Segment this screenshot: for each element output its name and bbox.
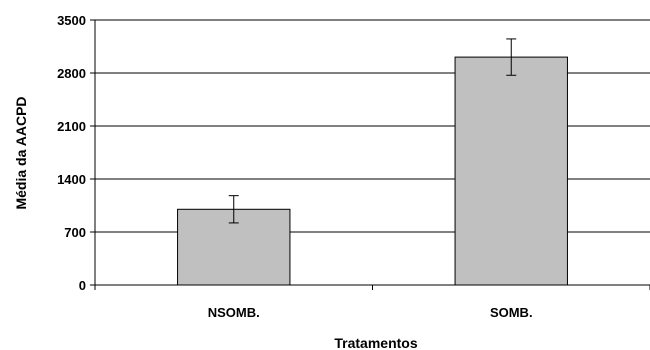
error-bar bbox=[228, 195, 239, 224]
x-tick-label: NSOMB. bbox=[208, 305, 260, 320]
y-tick-labels: 0 700 1400 2100 2800 3500 bbox=[57, 13, 86, 293]
bars bbox=[177, 56, 568, 286]
y-tick-label: 700 bbox=[64, 225, 86, 240]
x-axis-title: Tratamentos bbox=[334, 335, 417, 350]
error-bars bbox=[228, 38, 517, 224]
y-tick-label: 2100 bbox=[57, 119, 86, 134]
y-tick-label: 2800 bbox=[57, 66, 86, 81]
x-tick-label: SOMB. bbox=[490, 305, 533, 320]
y-tick-label: 3500 bbox=[57, 13, 86, 28]
axes bbox=[90, 19, 650, 290]
bar-somb bbox=[454, 56, 568, 286]
y-tick-label: 1400 bbox=[57, 172, 86, 187]
x-tick-labels: NSOMB. SOMB. bbox=[208, 305, 533, 320]
y-axis-title: Média da AACPD bbox=[13, 96, 29, 209]
error-bar bbox=[506, 38, 517, 76]
y-tick-label: 0 bbox=[79, 278, 86, 293]
